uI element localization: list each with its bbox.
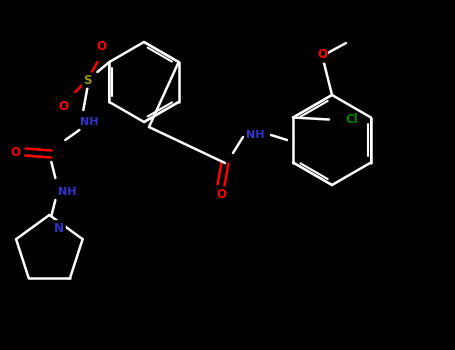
Text: N: N	[54, 222, 64, 235]
Text: O: O	[10, 146, 20, 159]
Text: NH: NH	[246, 130, 264, 140]
Text: O: O	[58, 99, 68, 112]
Text: O: O	[216, 189, 226, 202]
Text: Cl: Cl	[345, 113, 358, 126]
Text: NH: NH	[58, 187, 76, 197]
Text: NH: NH	[80, 117, 99, 127]
Text: N: N	[54, 222, 64, 235]
Text: O: O	[96, 40, 106, 52]
Text: O: O	[317, 49, 327, 62]
Text: S: S	[83, 74, 91, 86]
